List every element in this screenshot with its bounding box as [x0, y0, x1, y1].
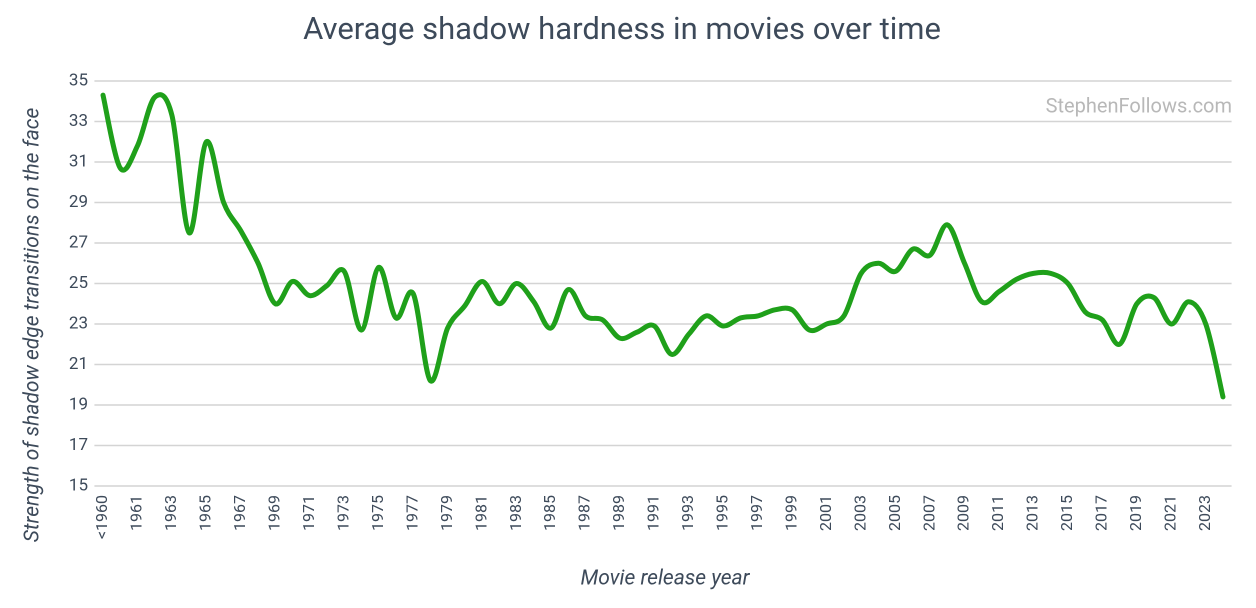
x-tick-label: 2013: [1023, 495, 1042, 531]
x-tick-label: 2009: [954, 495, 973, 531]
x-tick-label: 1997: [747, 495, 766, 531]
y-tick-label: 31: [69, 151, 88, 171]
x-axis-label: Movie release year: [580, 567, 750, 591]
x-tick-label: 1987: [575, 495, 594, 531]
y-tick-label: 33: [69, 111, 88, 131]
x-tick-label: 1969: [265, 495, 284, 531]
data-line: [100, 92, 1226, 400]
x-tick-label: 1971: [299, 495, 318, 531]
x-tick-label: 1961: [127, 495, 146, 531]
x-tick-label: 1975: [368, 495, 387, 531]
x-tick-label: 2005: [885, 495, 904, 531]
x-tick-label: 1963: [161, 495, 180, 531]
y-axis-label: Strength of shadow edge transitions on t…: [21, 108, 45, 543]
x-tick-label: 2021: [1161, 495, 1180, 531]
x-tick-label: 2003: [850, 495, 869, 531]
x-tick-label: 1979: [437, 495, 456, 531]
y-tick-label: 17: [69, 435, 88, 455]
x-tick-label: 2001: [816, 495, 835, 531]
x-tick-label: 2019: [1126, 495, 1145, 531]
y-tick-label: 23: [69, 313, 88, 333]
y-tick-label: 21: [69, 354, 88, 374]
y-tick-label: 19: [69, 394, 88, 414]
watermark: StephenFollows.com: [1046, 93, 1232, 117]
x-tick-label: 1973: [333, 495, 352, 531]
x-tick-label: 1965: [196, 495, 215, 531]
x-tick-label: 1983: [506, 495, 525, 531]
x-tick-label: 1977: [402, 495, 421, 531]
y-tick-label: 15: [69, 475, 88, 495]
x-tick-label: 2011: [988, 495, 1007, 531]
x-tick-label: <1960: [92, 495, 111, 539]
y-tick-label: 27: [69, 232, 88, 252]
x-tick-label: 1999: [781, 495, 800, 531]
chart-title: Average shadow hardness in movies over t…: [303, 10, 941, 47]
x-tick-label: 1967: [230, 495, 249, 531]
y-tick-label: 35: [69, 70, 88, 90]
y-tick-label: 29: [69, 192, 88, 212]
x-tick-label: 1985: [540, 495, 559, 531]
x-tick-label: 1991: [644, 495, 663, 531]
x-tick-label: 2023: [1195, 495, 1214, 531]
x-tick-label: 1995: [713, 495, 732, 531]
x-tick-label: 2015: [1057, 495, 1076, 531]
x-tick-label: 1981: [471, 495, 490, 531]
y-tick-label: 25: [69, 273, 88, 293]
x-tick-label: 1989: [609, 495, 628, 531]
x-tick-label: 2007: [919, 495, 938, 531]
x-tick-label: 1993: [678, 495, 697, 531]
x-tick-label: 2017: [1092, 495, 1111, 531]
